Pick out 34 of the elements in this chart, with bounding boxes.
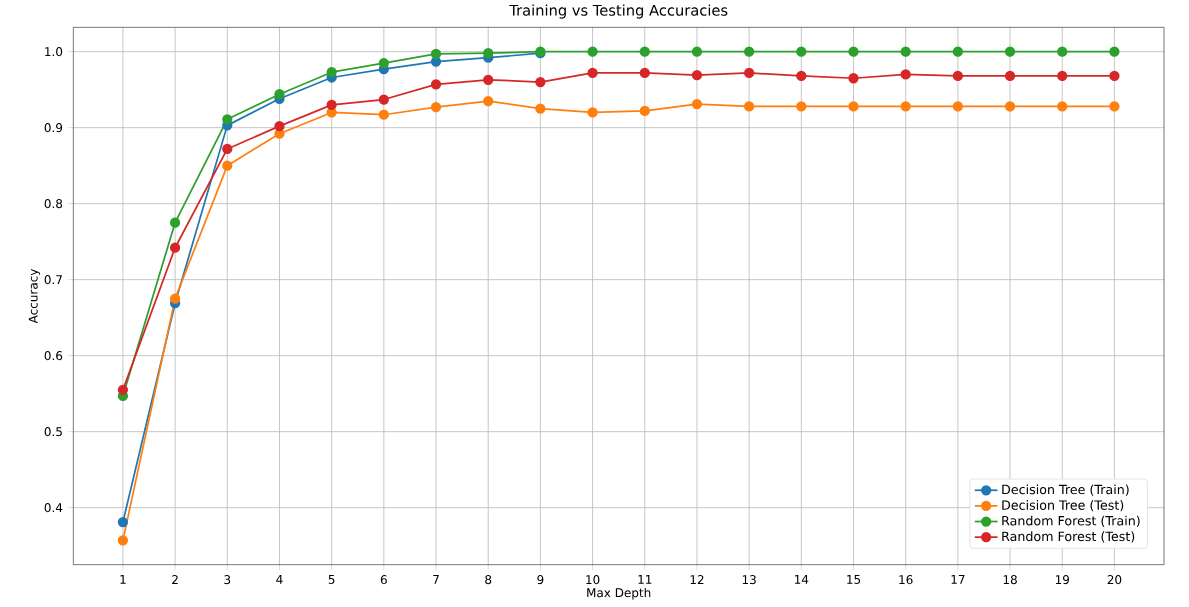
x-tick-label: 17 [951, 574, 965, 584]
x-tick-label: 4 [276, 574, 283, 584]
x-tick-label: 3 [224, 574, 231, 584]
x-axis-title: Max Depth [587, 587, 651, 600]
x-tick-label: 11 [638, 574, 652, 584]
y-tick-label: 0.7 [44, 274, 62, 285]
x-tick-label: 15 [847, 574, 861, 584]
y-axis-title: Accuracy [28, 268, 41, 324]
x-tick-label: 2 [172, 574, 178, 584]
y-tick-label: 0.5 [44, 426, 62, 437]
x-tick-label: 18 [1003, 574, 1017, 584]
chart-title: Training vs Testing Accuracies [509, 4, 728, 19]
x-tick-label: 8 [485, 574, 492, 584]
x-tick-label: 5 [328, 574, 335, 584]
x-tick-label: 14 [795, 574, 809, 584]
legend-label: Random Forest (Test) [1002, 531, 1135, 543]
x-tick-label: 16 [899, 574, 913, 584]
x-tick-label: 20 [1107, 574, 1122, 584]
y-tick-label: 1.0 [45, 46, 63, 57]
legend-label: Random Forest (Train) [1002, 515, 1140, 527]
y-tick-label: 0.4 [44, 502, 63, 513]
x-tick-label: 6 [380, 574, 387, 584]
y-tick-label: 0.9 [44, 122, 63, 133]
legend-label: Decision Tree (Test) [1002, 499, 1124, 512]
x-tick-label: 1 [120, 574, 126, 584]
x-tick-label: 12 [690, 574, 704, 584]
x-tick-label: 10 [586, 574, 600, 584]
x-tick-label: 19 [1055, 574, 1070, 584]
x-tick-label: 9 [537, 574, 544, 584]
y-tick-label: 0.8 [44, 198, 63, 209]
x-tick-label: 13 [742, 574, 756, 584]
legend-label: Decision Tree (Train) [1002, 484, 1129, 496]
y-tick-label: 0.6 [44, 350, 63, 361]
x-tick-label: 7 [433, 574, 439, 584]
